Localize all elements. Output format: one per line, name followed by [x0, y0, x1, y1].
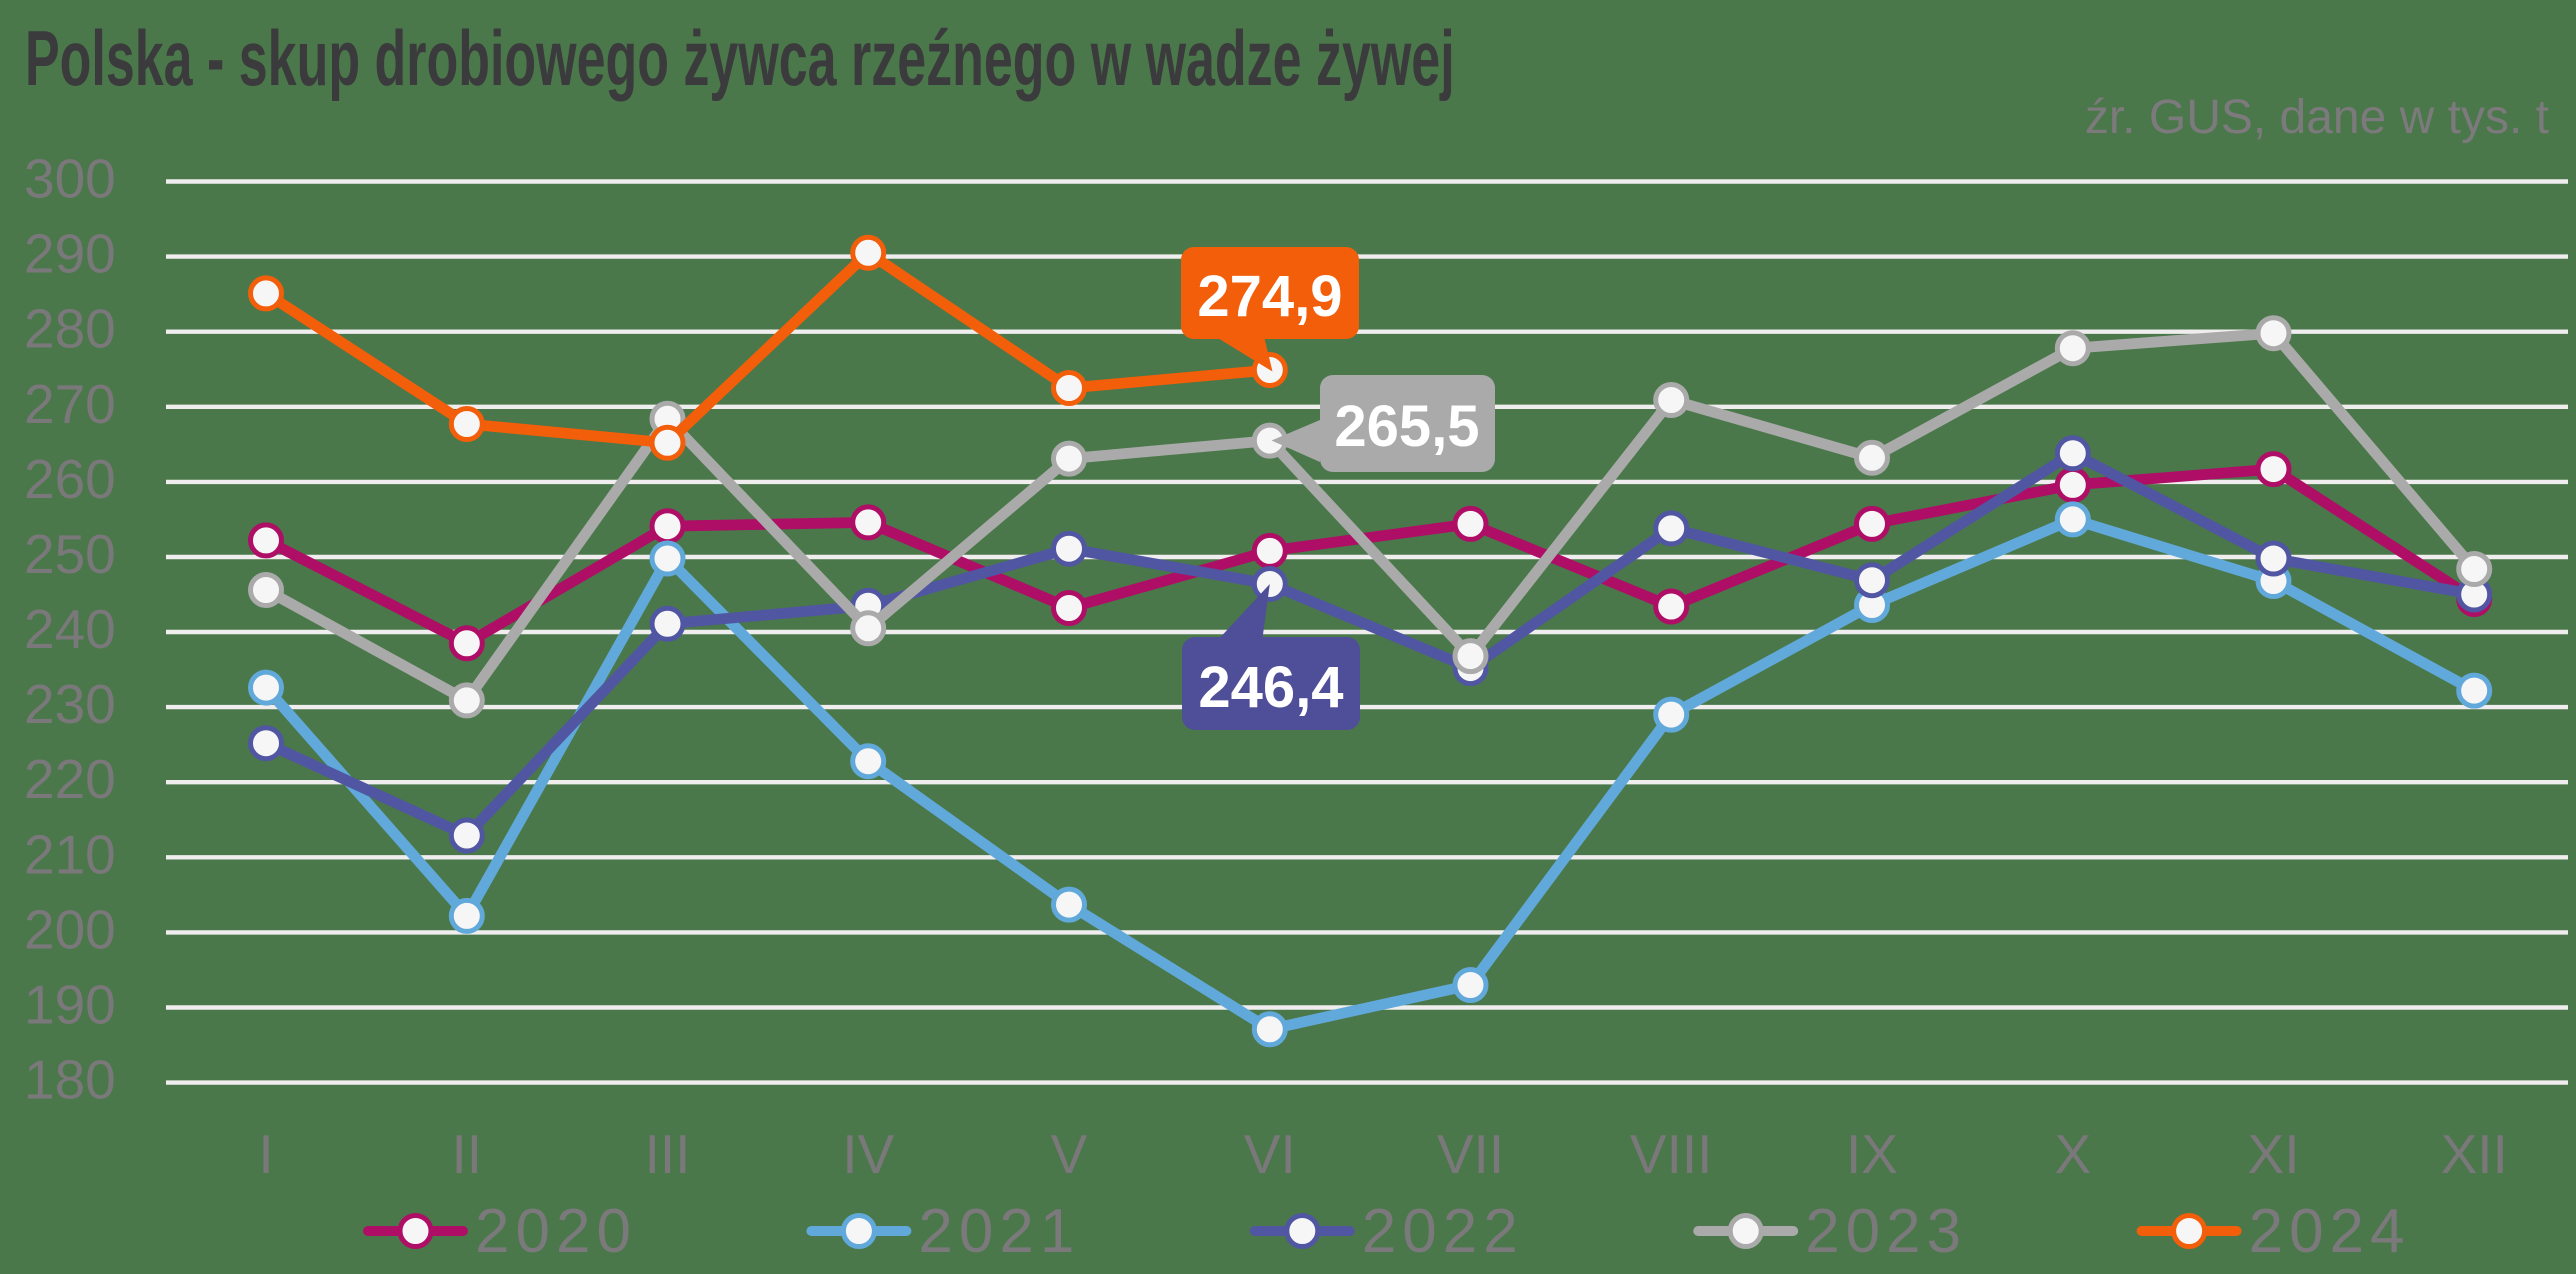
svg-text:270: 270: [24, 373, 116, 435]
svg-text:2020: 2020: [475, 1197, 637, 1266]
svg-text:210: 210: [24, 823, 116, 885]
svg-text:X: X: [2054, 1123, 2091, 1185]
svg-text:Polska - skup drobiowego żywca: Polska - skup drobiowego żywca rzeźnego …: [25, 16, 1455, 103]
svg-text:230: 230: [24, 673, 116, 735]
svg-text:2021: 2021: [918, 1197, 1080, 1266]
svg-text:274,9: 274,9: [1197, 264, 1342, 329]
svg-text:2022: 2022: [1362, 1197, 1524, 1266]
svg-text:220: 220: [24, 748, 116, 810]
svg-text:260: 260: [24, 448, 116, 510]
svg-text:240: 240: [24, 598, 116, 660]
svg-text:III: III: [645, 1123, 691, 1185]
svg-text:V: V: [1051, 1123, 1088, 1185]
svg-text:200: 200: [24, 898, 116, 960]
svg-text:190: 190: [24, 974, 116, 1036]
svg-text:265,5: 265,5: [1334, 394, 1479, 459]
svg-text:źr. GUS, dane w tys. t: źr. GUS, dane w tys. t: [2085, 91, 2549, 144]
svg-text:VIII: VIII: [1630, 1123, 1713, 1185]
svg-text:XII: XII: [2441, 1123, 2508, 1185]
svg-text:I: I: [258, 1123, 273, 1185]
svg-text:250: 250: [24, 523, 116, 585]
svg-text:2023: 2023: [1805, 1197, 1967, 1266]
svg-text:2024: 2024: [2249, 1197, 2411, 1266]
svg-text:300: 300: [24, 148, 116, 210]
svg-text:II: II: [452, 1123, 483, 1185]
svg-text:280: 280: [24, 298, 116, 360]
svg-text:IX: IX: [1846, 1123, 1898, 1185]
svg-text:246,4: 246,4: [1198, 655, 1343, 720]
svg-text:IV: IV: [842, 1123, 894, 1185]
svg-text:VI: VI: [1244, 1123, 1296, 1185]
svg-text:VII: VII: [1437, 1123, 1504, 1185]
svg-text:180: 180: [24, 1049, 116, 1111]
svg-text:XI: XI: [2248, 1123, 2300, 1185]
svg-text:290: 290: [24, 223, 116, 285]
